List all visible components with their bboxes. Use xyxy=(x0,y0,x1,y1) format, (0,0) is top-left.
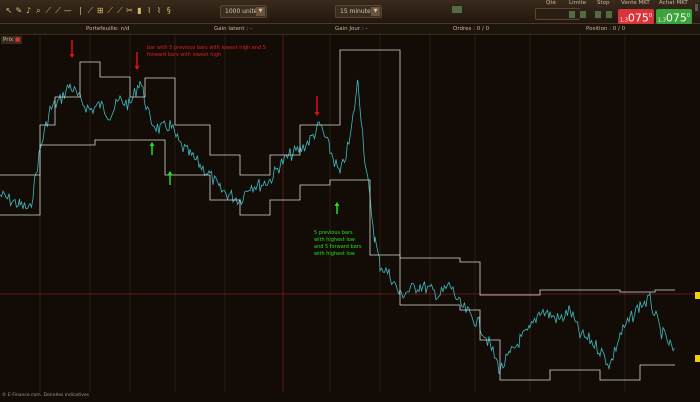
orders-count: Ordres : 0 / 0 xyxy=(453,26,490,32)
units-value: 1000 unités xyxy=(225,8,261,15)
grid-icon[interactable]: ⊞ xyxy=(96,6,104,15)
daily-gain: Gain Jour : - xyxy=(335,26,368,32)
toolbar: 1000 unités▼ 15 minutes▼ Qté 1 Limite St… xyxy=(0,0,700,25)
vertical-line-icon[interactable]: | xyxy=(79,6,82,15)
up-arrow-icon-head xyxy=(334,202,340,206)
footer-disclaimer: © E-Finance.com. Données indicatives xyxy=(2,393,89,398)
position-count: Position : 0 / 0 xyxy=(586,26,626,32)
lower-envelope-line xyxy=(0,139,675,381)
unrealized-gain: Gain latent : - xyxy=(214,26,252,32)
price-marker xyxy=(695,355,700,362)
fan-icon[interactable]: ⟋ xyxy=(116,6,123,15)
sell-market-button[interactable]: 1,30750 xyxy=(618,9,654,25)
units-select[interactable]: 1000 unités ▼ xyxy=(220,5,267,18)
channel-icon[interactable]: ⟋ xyxy=(87,6,94,15)
buy-price: 075 xyxy=(665,11,687,25)
chevron-down-icon: ▼ xyxy=(256,7,265,16)
pattern-icon[interactable]: § xyxy=(166,6,171,15)
interval-select[interactable]: 15 minutes ▼ xyxy=(335,5,382,18)
up-arrow-icon-head xyxy=(149,142,155,146)
horizontal-line-icon[interactable]: — xyxy=(63,6,72,15)
interval-value: 15 minutes xyxy=(340,8,374,15)
sell-prefix: 1,3 xyxy=(619,17,628,24)
down-arrow-icon-head xyxy=(314,112,320,116)
buy-label: Achat MKT xyxy=(659,0,688,6)
tools-icon[interactable]: ✂ xyxy=(126,6,133,15)
buy-prefix: 1,3 xyxy=(657,17,666,24)
price-series xyxy=(0,79,675,374)
fibonacci-icon[interactable]: ⟋ xyxy=(107,6,113,15)
sell-label: Vente MKT xyxy=(621,0,650,6)
sell-sup: 0 xyxy=(648,13,653,19)
stop-sell-icon[interactable] xyxy=(605,10,613,19)
up-arrow-icon-head xyxy=(167,171,173,175)
annotation-green: 5 previous bars with highest low and 5 f… xyxy=(314,230,361,258)
limit-buy-icon[interactable] xyxy=(568,10,576,19)
line-icon[interactable]: ⟋ xyxy=(45,6,51,15)
portfolio-status: Portefeuille: n/d xyxy=(86,26,130,32)
pointer-icon[interactable]: ↖ xyxy=(5,6,13,15)
ray-icon[interactable]: ⟋ xyxy=(55,6,61,15)
price-chart[interactable] xyxy=(0,35,700,392)
indicator-icon[interactable]: ⌇ xyxy=(147,6,152,15)
limit-sell-icon[interactable] xyxy=(579,10,587,19)
pencil-icon[interactable]: ✎ xyxy=(15,6,23,15)
stop-buy-icon[interactable] xyxy=(594,10,602,19)
price-panel-label: Prix ■ xyxy=(1,36,23,44)
bell-icon[interactable]: ♪ xyxy=(26,6,32,15)
upper-envelope-line xyxy=(0,49,675,296)
price-marker xyxy=(695,292,700,299)
strategy-icon[interactable]: ⌇ xyxy=(157,6,161,15)
sell-price: 075 xyxy=(627,11,649,25)
trash-icon[interactable]: ▮ xyxy=(137,6,142,15)
annotation-line: 5 previous bars xyxy=(314,230,353,236)
down-arrow-icon-head xyxy=(69,54,75,58)
chevron-down-icon: ▼ xyxy=(371,7,380,16)
annotation-line: with highest low xyxy=(314,237,355,243)
annotation-red: bar with 5 previous bars with lowest hig… xyxy=(147,45,266,58)
buy-sup: 0 xyxy=(686,13,691,19)
panel-settings-icon[interactable]: ■ xyxy=(15,37,21,43)
zoom-icon[interactable]: ⌕ xyxy=(36,6,41,15)
buy-market-button[interactable]: 1,30750 xyxy=(656,9,692,25)
annotation-line: and 5 forward bars xyxy=(314,244,362,250)
stop-label: Stop xyxy=(597,0,610,6)
annotation-line: with highest low xyxy=(314,251,355,257)
chart-layout-icon[interactable] xyxy=(451,5,463,14)
checkbox-icon[interactable] xyxy=(694,3,699,12)
down-arrow-icon-head xyxy=(134,66,140,70)
info-bar: Portefeuille: n/d Gain latent : - Gain J… xyxy=(0,24,700,35)
qty-label: Qté xyxy=(546,0,556,6)
limit-label: Limite xyxy=(569,0,587,6)
prix-label: Prix xyxy=(3,37,14,43)
